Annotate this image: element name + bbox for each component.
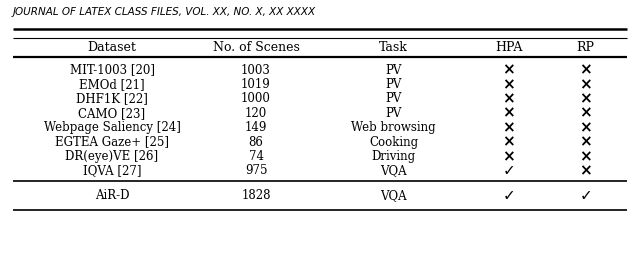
Text: 975: 975 bbox=[244, 165, 268, 177]
Text: 74: 74 bbox=[248, 150, 264, 163]
Text: $\boldsymbol{\times}$: $\boldsymbol{\times}$ bbox=[579, 120, 592, 135]
Text: $\boldsymbol{\times}$: $\boldsymbol{\times}$ bbox=[502, 77, 515, 92]
Text: 1828: 1828 bbox=[241, 189, 271, 202]
Text: PV: PV bbox=[385, 107, 402, 120]
Text: ✓: ✓ bbox=[579, 188, 592, 203]
Text: $\boldsymbol{\times}$: $\boldsymbol{\times}$ bbox=[579, 63, 592, 78]
Text: 1019: 1019 bbox=[241, 78, 271, 91]
Text: PV: PV bbox=[385, 78, 402, 91]
Text: Driving: Driving bbox=[372, 150, 415, 163]
Text: No. of Scenes: No. of Scenes bbox=[212, 41, 300, 54]
Text: VQA: VQA bbox=[380, 165, 407, 177]
Text: ✓: ✓ bbox=[502, 163, 515, 178]
Text: IQVA [27]: IQVA [27] bbox=[83, 165, 141, 177]
Text: Web browsing: Web browsing bbox=[351, 121, 436, 134]
Text: $\boldsymbol{\times}$: $\boldsymbol{\times}$ bbox=[502, 91, 515, 106]
Text: Webpage Saliency [24]: Webpage Saliency [24] bbox=[44, 121, 180, 134]
Text: $\boldsymbol{\times}$: $\boldsymbol{\times}$ bbox=[579, 135, 592, 150]
Text: Cooking: Cooking bbox=[369, 136, 418, 148]
Text: $\boldsymbol{\times}$: $\boldsymbol{\times}$ bbox=[579, 77, 592, 92]
Text: $\boldsymbol{\times}$: $\boldsymbol{\times}$ bbox=[502, 149, 515, 164]
Text: 120: 120 bbox=[245, 107, 267, 120]
Text: VQA: VQA bbox=[380, 189, 407, 202]
Text: EGTEA Gaze+ [25]: EGTEA Gaze+ [25] bbox=[55, 136, 169, 148]
Text: PV: PV bbox=[385, 93, 402, 105]
Text: DR(eye)VE [26]: DR(eye)VE [26] bbox=[65, 150, 159, 163]
Text: $\boldsymbol{\times}$: $\boldsymbol{\times}$ bbox=[502, 106, 515, 121]
Text: $\boldsymbol{\times}$: $\boldsymbol{\times}$ bbox=[502, 135, 515, 150]
Text: 149: 149 bbox=[245, 121, 267, 134]
Text: EMOd [21]: EMOd [21] bbox=[79, 78, 145, 91]
Text: $\boldsymbol{\times}$: $\boldsymbol{\times}$ bbox=[579, 149, 592, 164]
Text: $\boldsymbol{\times}$: $\boldsymbol{\times}$ bbox=[502, 63, 515, 78]
Text: MIT-1003 [20]: MIT-1003 [20] bbox=[70, 64, 154, 76]
Text: AiR-D: AiR-D bbox=[95, 189, 129, 202]
Text: PV: PV bbox=[385, 64, 402, 76]
Text: JOURNAL OF LATEX CLASS FILES, VOL. XX, NO. X, XX XXXX: JOURNAL OF LATEX CLASS FILES, VOL. XX, N… bbox=[13, 7, 316, 17]
Text: $\boldsymbol{\times}$: $\boldsymbol{\times}$ bbox=[579, 163, 592, 178]
Text: $\boldsymbol{\times}$: $\boldsymbol{\times}$ bbox=[579, 91, 592, 106]
Text: HPA: HPA bbox=[495, 41, 522, 54]
Text: 1000: 1000 bbox=[241, 93, 271, 105]
Text: $\boldsymbol{\times}$: $\boldsymbol{\times}$ bbox=[579, 106, 592, 121]
Text: Task: Task bbox=[379, 41, 408, 54]
Text: DHF1K [22]: DHF1K [22] bbox=[76, 93, 148, 105]
Text: CAMO [23]: CAMO [23] bbox=[79, 107, 145, 120]
Text: ✓: ✓ bbox=[502, 188, 515, 203]
Text: $\boldsymbol{\times}$: $\boldsymbol{\times}$ bbox=[502, 120, 515, 135]
Text: Dataset: Dataset bbox=[88, 41, 136, 54]
Text: 86: 86 bbox=[248, 136, 264, 148]
Text: RP: RP bbox=[577, 41, 595, 54]
Text: 1003: 1003 bbox=[241, 64, 271, 76]
